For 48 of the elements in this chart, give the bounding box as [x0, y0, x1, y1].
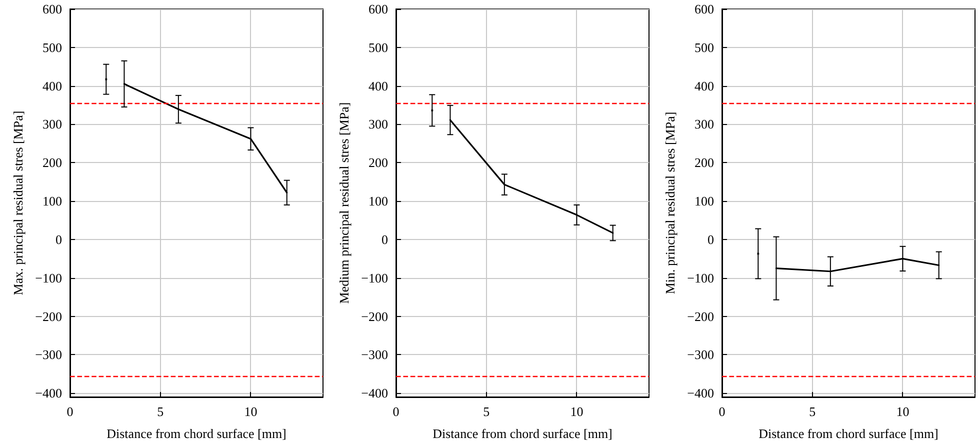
x-axis-title: Distance from chord surface [mm]: [758, 426, 938, 441]
y-tick-label: 500: [42, 40, 62, 55]
y-axis-title: Max. principal residual stres [MPa]: [10, 110, 26, 296]
y-tick-label: 300: [368, 116, 388, 132]
y-tick-label: 500: [694, 40, 714, 55]
y-tick-label: −200: [35, 308, 62, 324]
y-tick-label: 200: [694, 155, 714, 170]
y-tick-label: 400: [368, 78, 388, 94]
y-tick-label: 100: [42, 194, 62, 209]
y-tick-label: −100: [361, 270, 388, 286]
y-tick-label: 600: [368, 2, 388, 16]
y-tick-label: −400: [687, 386, 714, 401]
y-tick-label: 0: [56, 232, 62, 247]
x-axis-title: Distance from chord surface [mm]: [106, 426, 286, 441]
y-axis-title: Medium principal residual stres [MPa]: [336, 102, 352, 304]
y-tick-label: −300: [35, 347, 62, 362]
x-tick-label: 5: [809, 404, 816, 419]
x-tick-label: 0: [66, 404, 74, 419]
y-tick-label: −200: [361, 308, 388, 324]
y-tick-label: 400: [694, 78, 714, 94]
x-tick-label: 10: [570, 404, 584, 419]
y-tick-label: 100: [368, 194, 388, 209]
y-tick-label: −400: [361, 386, 388, 401]
y-tick-label: 200: [368, 155, 388, 170]
y-tick-label: 600: [42, 2, 62, 16]
y-tick-label: 0: [382, 232, 388, 247]
x-tick-label: 0: [718, 404, 726, 419]
y-tick-label: 600: [694, 2, 714, 16]
y-tick-label: −200: [687, 308, 714, 324]
y-tick-label: 100: [694, 194, 714, 209]
x-tick-label: 5: [483, 404, 490, 419]
y-tick-label: −100: [35, 270, 62, 286]
x-tick-label: 10: [896, 404, 910, 419]
x-tick-label: 10: [244, 404, 258, 419]
y-tick-label: 0: [708, 232, 714, 247]
y-tick-label: −300: [687, 347, 714, 362]
y-tick-label: 400: [42, 78, 62, 94]
y-tick-label: −100: [687, 270, 714, 286]
x-axis-title: Distance from chord surface [mm]: [432, 426, 612, 441]
y-tick-label: −400: [35, 386, 62, 401]
y-tick-label: 200: [42, 155, 62, 170]
x-tick-label: 0: [392, 404, 400, 419]
y-tick-label: 300: [42, 116, 62, 132]
y-axis-title: Min. principal residual stres [MPa]: [662, 112, 678, 294]
x-tick-label: 5: [157, 404, 164, 419]
y-tick-label: 500: [368, 40, 388, 55]
y-tick-label: −300: [361, 347, 388, 362]
y-tick-label: 300: [694, 116, 714, 132]
